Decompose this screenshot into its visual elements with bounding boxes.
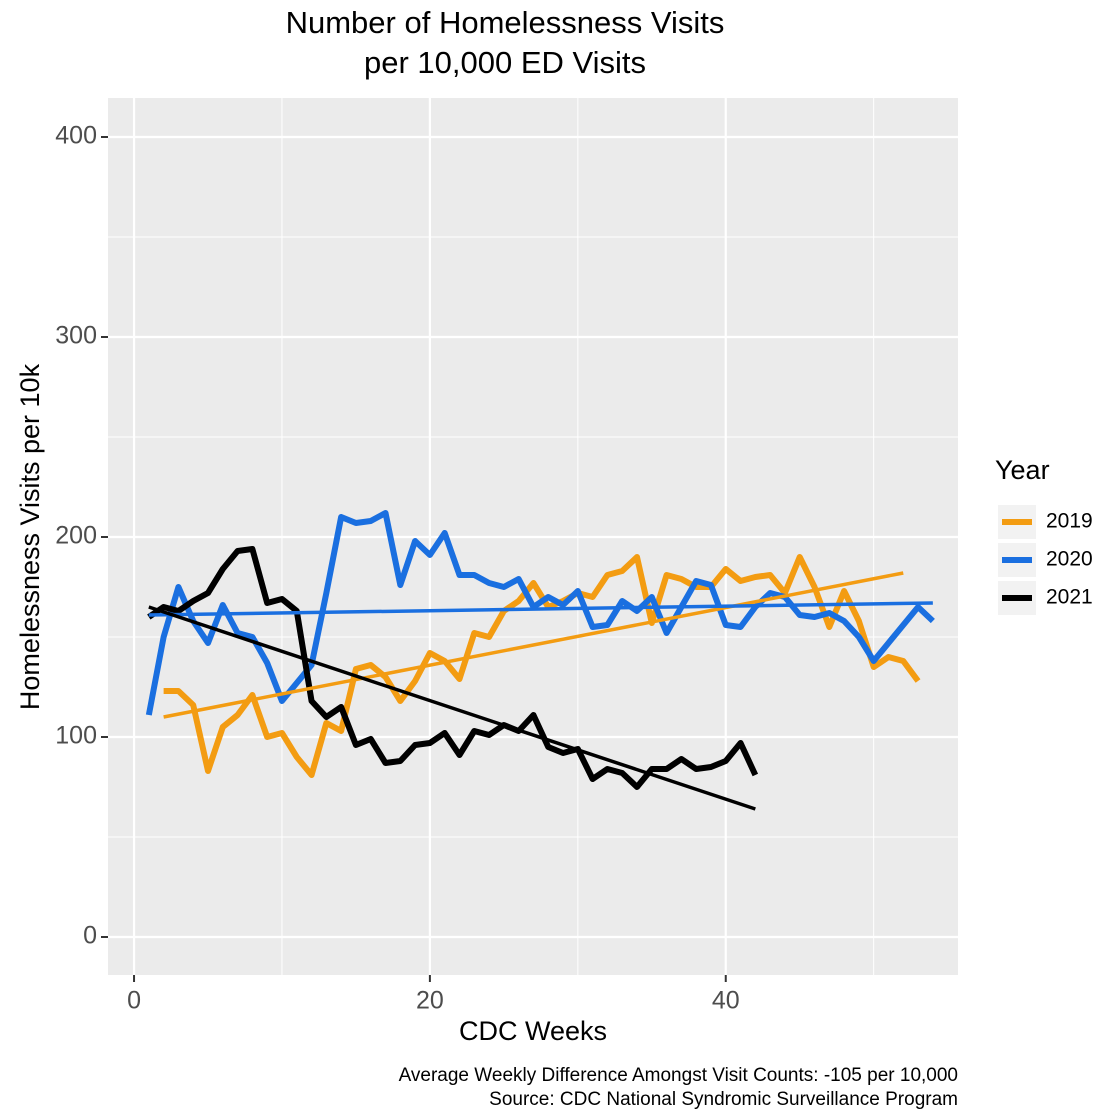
legend-label: 2021 [1046,586,1093,609]
y-tick-label: 200 [55,522,97,550]
y-axis-title: Homelessness Visits per 10k [15,363,45,710]
chart-subtitle: per 10,000 ED Visits [364,45,646,80]
y-tick-label: 300 [55,322,97,350]
caption: Source: CDC National Syndromic Surveilla… [489,1089,958,1110]
chart-title: Number of Homelessness Visits [286,5,725,40]
series-line [147,546,759,790]
y-tick-label: 400 [55,122,97,150]
y-tick-label: 0 [83,922,97,950]
x-axis-title: CDC Weeks [459,1016,607,1046]
x-tick-label: 20 [416,987,444,1015]
x-tick-label: 0 [127,987,141,1015]
y-tick-label: 100 [55,722,97,750]
series-line [163,554,921,778]
legend-label: 2020 [1046,548,1093,571]
x-tick-label: 40 [712,987,740,1015]
legend-label: 2019 [1046,510,1093,533]
trend-line [163,571,904,719]
caption: Average Weekly Difference Amongst Visit … [399,1065,958,1086]
legend-title: Year [995,455,1050,485]
trend-line [148,605,756,811]
trend-line [148,601,933,617]
